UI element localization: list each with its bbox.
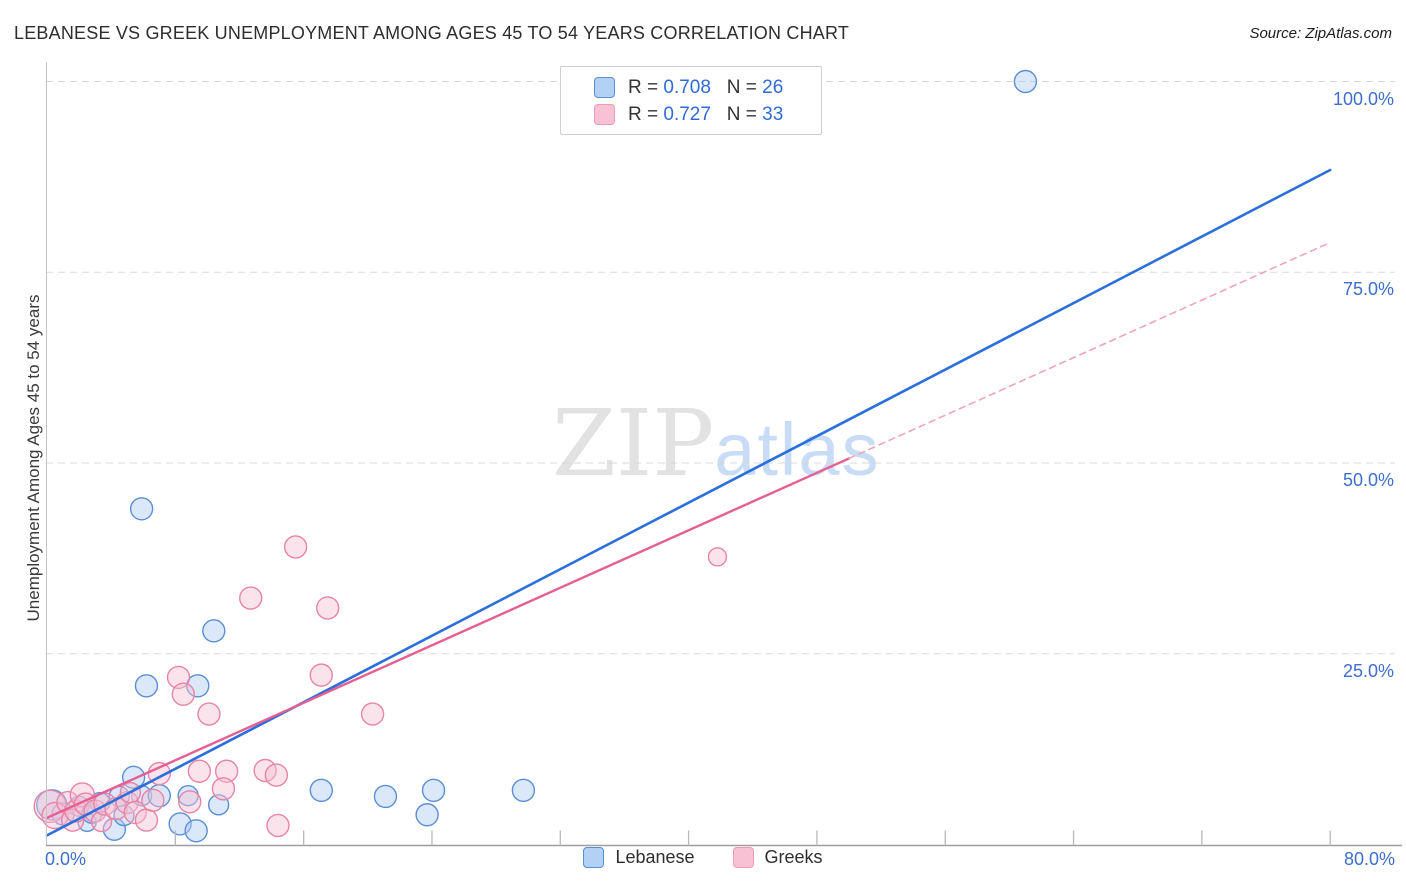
series-legend-item-lebanese: Lebanese — [583, 847, 695, 868]
scatter-point-greeks[interactable] — [141, 788, 165, 812]
scatter-point-greeks[interactable] — [707, 547, 728, 567]
scatter-point-greeks[interactable] — [239, 586, 263, 610]
series-legend: Lebanese Greeks — [0, 847, 1406, 868]
legend-row-greeks: R = 0.727 N = 33 — [561, 101, 821, 128]
greeks-swatch — [732, 847, 754, 868]
scatter-point-greeks[interactable] — [360, 702, 385, 726]
y-axis-label-100: 100.0% — [1332, 88, 1394, 109]
scatter-point-greeks[interactable] — [134, 808, 159, 832]
scatter-point-greeks[interactable] — [123, 800, 147, 825]
scatter-point-lebanese[interactable] — [415, 803, 439, 827]
trend-line-greeks-projection — [848, 241, 1331, 460]
trend-line-lebanese — [45, 168, 1332, 837]
scatter-point-greeks[interactable] — [90, 810, 113, 833]
source-attribution[interactable]: Source: ZipAtlas.com — [1249, 25, 1392, 42]
scatter-point-lebanese[interactable] — [202, 619, 226, 643]
legend-stats-text: R = 0.708 N = 26 — [628, 76, 784, 98]
scatter-point-lebanese[interactable] — [309, 778, 333, 803]
series-label: Lebanese — [615, 847, 695, 867]
scatter-point-greeks[interactable] — [197, 702, 221, 726]
series-legend-item-greeks: Greeks — [732, 847, 823, 868]
scatter-point-greeks[interactable] — [266, 813, 290, 838]
scatter-point-greeks[interactable] — [316, 596, 340, 620]
x-axis-max-label: 80.0% — [1343, 849, 1395, 869]
lebanese-swatch — [583, 847, 605, 868]
scatter-point-lebanese[interactable] — [186, 674, 210, 698]
x-axis-min-label: 0.0% — [45, 849, 87, 869]
scatter-point-greeks[interactable] — [211, 777, 236, 801]
scatter-point-greeks[interactable] — [283, 535, 308, 559]
y-axis-label-25: 25.0% — [1342, 660, 1394, 681]
series-label: Greeks — [764, 847, 823, 867]
legend-row-lebanese: R = 0.708 N = 26 — [561, 74, 821, 101]
scatter-point-greeks[interactable] — [187, 759, 212, 783]
scatter-point-lebanese[interactable] — [184, 819, 208, 843]
greeks-legend-swatch — [594, 104, 615, 125]
scatter-point-greeks[interactable] — [264, 763, 289, 787]
legend-stats-text: R = 0.727 N = 33 — [628, 103, 784, 125]
y-axis-label-50: 50.0% — [1342, 470, 1394, 490]
scatter-point-greeks[interactable] — [309, 663, 333, 687]
y-axis-label-75: 75.0% — [1342, 279, 1394, 300]
scatter-point-greeks[interactable] — [178, 790, 202, 814]
scatter-point-lebanese[interactable] — [129, 497, 154, 521]
zipatlas-watermark: ZIP atlas — [552, 398, 880, 490]
scatter-point-greeks[interactable] — [69, 782, 95, 808]
watermark-zip: ZIP — [552, 390, 715, 497]
scatter-point-greeks[interactable] — [171, 682, 196, 706]
scatter-point-lebanese[interactable] — [373, 784, 398, 809]
lebanese-legend-swatch — [594, 77, 615, 98]
correlation-legend: R = 0.708 N = 26 R = 0.727 N = 33 — [560, 66, 822, 135]
scatter-point-lebanese[interactable] — [1013, 69, 1038, 94]
scatter-point-lebanese[interactable] — [134, 674, 159, 698]
trend-line-greeks — [45, 457, 851, 819]
chart-title: LEBANESE VS GREEK UNEMPLOYMENT AMONG AGE… — [14, 23, 850, 43]
scatter-point-lebanese[interactable] — [421, 778, 446, 803]
scatter-point-greeks[interactable] — [214, 759, 239, 783]
scatter-point-lebanese[interactable] — [511, 778, 536, 803]
